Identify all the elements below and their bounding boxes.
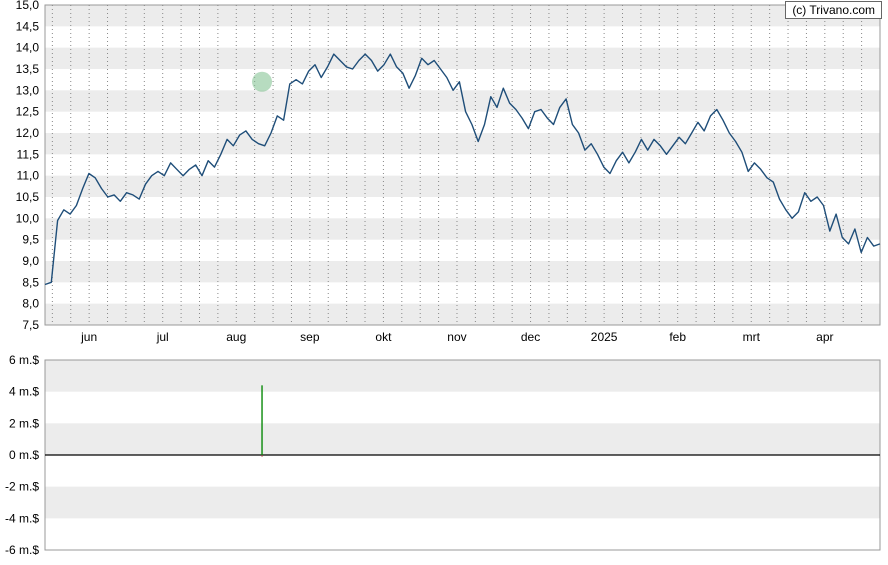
volume-bar (261, 385, 262, 455)
grid-band (45, 133, 880, 154)
y-tick-label: 10,5 (16, 190, 40, 204)
y-tick-label: 2 m.$ (9, 416, 39, 430)
grid-band (45, 176, 880, 197)
y-tick-label: 13,0 (16, 83, 40, 97)
x-tick-label: nov (447, 330, 466, 344)
x-tick-label: aug (226, 330, 246, 344)
x-tick-label: jul (156, 330, 169, 344)
x-tick-label: sep (300, 330, 320, 344)
y-tick-label: 8,5 (22, 275, 39, 289)
grid-band (45, 487, 880, 519)
x-tick-label: dec (521, 330, 540, 344)
y-tick-label: 13,5 (16, 62, 40, 76)
y-tick-label: 10,0 (16, 211, 40, 225)
y-tick-label: 4 m.$ (9, 385, 39, 399)
grid-band (45, 5, 880, 26)
y-tick-label: 12,0 (16, 126, 40, 140)
grid-band (45, 48, 880, 69)
x-tick-label: feb (669, 330, 686, 344)
y-tick-label: 7,5 (22, 318, 39, 332)
grid-band (45, 261, 880, 282)
grid-band (45, 423, 880, 455)
price-line (45, 54, 880, 284)
grid-band (45, 304, 880, 325)
y-tick-label: 14,5 (16, 19, 40, 33)
grid-band (45, 360, 880, 392)
y-tick-label: 6 m.$ (9, 353, 39, 367)
y-tick-label: -2 m.$ (5, 480, 39, 494)
y-tick-label: 0 m.$ (9, 448, 39, 462)
x-tick-label: jun (80, 330, 97, 344)
y-tick-label: 11,0 (17, 169, 40, 183)
grid-band (45, 218, 880, 239)
event-marker (252, 72, 272, 92)
y-tick-label: -6 m.$ (5, 543, 39, 557)
chart-container: (c) Trivano.com 15,0 14,5 14,0 13,5 13,0 12,5… (0, 0, 888, 565)
chart-svg: 15,0 14,5 14,0 13,5 13,0 12,5 12,0 11,5 11,0 10,5… (0, 0, 888, 565)
x-tick-label: okt (375, 330, 392, 344)
x-tick-label: 2025 (591, 330, 618, 344)
y-tick-label: 9,5 (22, 233, 39, 247)
y-tick-label: 9,0 (22, 254, 39, 268)
x-tick-label: apr (816, 330, 833, 344)
volume-chart: 6 m.$ 4 m.$ 2 m.$ 0 m.$ -2 m.$ -4 m.$ -6 m.$ (5, 353, 880, 557)
y-tick-label: 8,0 (22, 297, 39, 311)
y-tick-label: 15,0 (16, 0, 40, 12)
y-tick-label: 11,5 (17, 147, 40, 161)
x-tick-label: mrt (743, 330, 761, 344)
y-tick-label: 12,5 (16, 105, 40, 119)
y-tick-label: -4 m.$ (5, 511, 39, 525)
y-tick-label: 14,0 (16, 41, 40, 55)
copyright-label: (c) Trivano.com (785, 1, 882, 19)
price-chart: 15,0 14,5 14,0 13,5 13,0 12,5 12,0 11,5 11,0 10,5… (16, 0, 880, 344)
volume-neg-marker (262, 455, 263, 457)
